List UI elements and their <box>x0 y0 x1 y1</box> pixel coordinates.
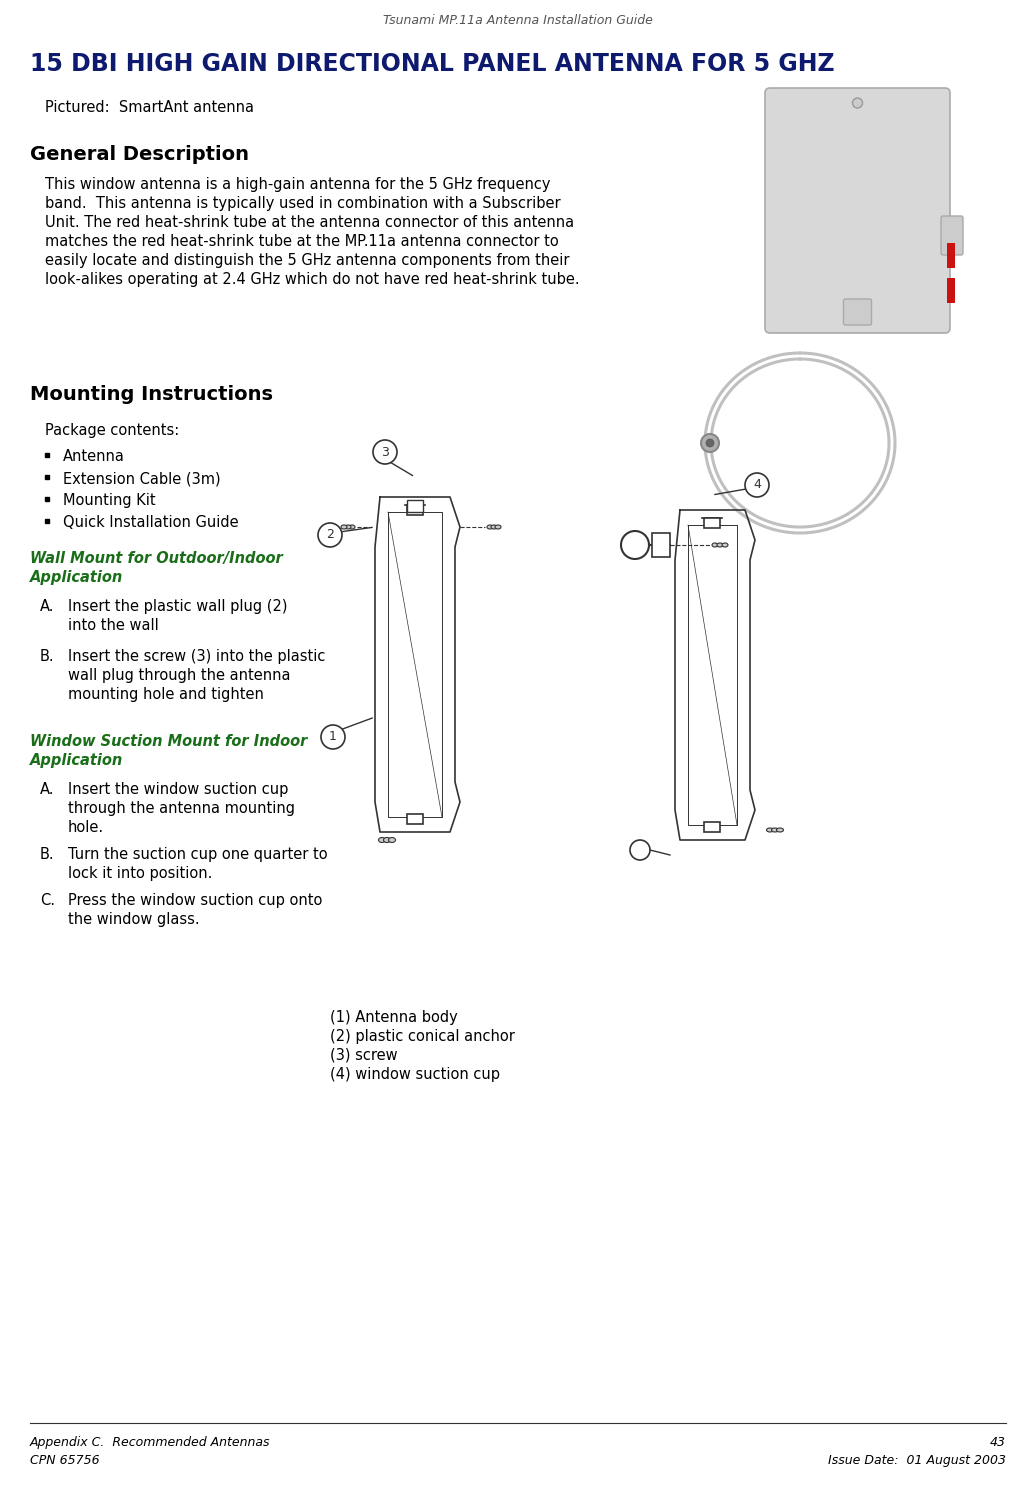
Text: look-alikes operating at 2.4 GHz which do not have red heat-shrink tube.: look-alikes operating at 2.4 GHz which d… <box>45 272 579 287</box>
Text: Insert the screw (3) into the plastic: Insert the screw (3) into the plastic <box>68 648 325 665</box>
Ellipse shape <box>383 837 391 843</box>
Text: Extension Cable (3m): Extension Cable (3m) <box>63 471 221 486</box>
Text: through the antenna mounting: through the antenna mounting <box>68 801 295 816</box>
Text: General Description: General Description <box>30 146 249 164</box>
Text: Mounting Kit: Mounting Kit <box>63 494 155 509</box>
Ellipse shape <box>772 828 778 833</box>
FancyBboxPatch shape <box>941 216 963 254</box>
Circle shape <box>318 523 342 547</box>
Text: C.: C. <box>40 894 55 909</box>
Text: lock it into position.: lock it into position. <box>68 865 212 880</box>
Text: CPN 65756: CPN 65756 <box>30 1454 99 1468</box>
Text: Press the window suction cup onto: Press the window suction cup onto <box>68 894 322 909</box>
Text: 3: 3 <box>381 446 388 458</box>
Text: 1: 1 <box>329 730 337 744</box>
Text: A.: A. <box>40 782 55 797</box>
Text: band.  This antenna is typically used in combination with a Subscriber: band. This antenna is typically used in … <box>45 196 560 211</box>
Ellipse shape <box>717 543 723 547</box>
Bar <box>947 278 955 303</box>
Text: the window glass.: the window glass. <box>68 912 200 926</box>
Bar <box>407 506 423 515</box>
Circle shape <box>373 440 397 464</box>
Text: into the wall: into the wall <box>68 619 159 633</box>
Ellipse shape <box>495 525 501 529</box>
Text: Issue Date:  01 August 2003: Issue Date: 01 August 2003 <box>828 1454 1006 1468</box>
Text: (4) window suction cup: (4) window suction cup <box>330 1068 500 1083</box>
FancyBboxPatch shape <box>843 299 871 326</box>
Text: Pictured:  SmartAnt antenna: Pictured: SmartAnt antenna <box>45 100 254 114</box>
Text: wall plug through the antenna: wall plug through the antenna <box>68 668 290 683</box>
Text: Insert the window suction cup: Insert the window suction cup <box>68 782 288 797</box>
Text: This window antenna is a high-gain antenna for the 5 GHz frequency: This window antenna is a high-gain anten… <box>45 177 550 192</box>
Text: Unit. The red heat-shrink tube at the antenna connector of this antenna: Unit. The red heat-shrink tube at the an… <box>45 216 574 230</box>
Ellipse shape <box>777 828 783 833</box>
Text: Application: Application <box>30 752 123 767</box>
Text: (2) plastic conical anchor: (2) plastic conical anchor <box>330 1029 515 1044</box>
Text: matches the red heat-shrink tube at the MP.11a antenna connector to: matches the red heat-shrink tube at the … <box>45 233 558 248</box>
Text: mounting hole and tighten: mounting hole and tighten <box>68 687 264 702</box>
Text: Window Suction Mount for Indoor: Window Suction Mount for Indoor <box>30 735 308 749</box>
Bar <box>704 822 720 833</box>
Bar <box>947 242 955 268</box>
Bar <box>652 532 670 558</box>
Circle shape <box>853 98 863 109</box>
Text: Turn the suction cup one quarter to: Turn the suction cup one quarter to <box>68 848 327 862</box>
Bar <box>704 517 720 528</box>
Text: Wall Mount for Outdoor/Indoor: Wall Mount for Outdoor/Indoor <box>30 552 283 567</box>
Text: Mounting Instructions: Mounting Instructions <box>30 385 274 404</box>
Ellipse shape <box>341 525 347 529</box>
Ellipse shape <box>487 525 493 529</box>
Circle shape <box>621 531 649 559</box>
Text: Insert the plastic wall plug (2): Insert the plastic wall plug (2) <box>68 599 288 614</box>
Text: Quick Installation Guide: Quick Installation Guide <box>63 515 238 529</box>
Ellipse shape <box>345 525 351 529</box>
Text: B.: B. <box>40 648 55 665</box>
Ellipse shape <box>388 837 396 843</box>
Ellipse shape <box>491 525 497 529</box>
Text: Application: Application <box>30 570 123 584</box>
Text: Appendix C.  Recommended Antennas: Appendix C. Recommended Antennas <box>30 1436 270 1448</box>
Text: easily locate and distinguish the 5 GHz antenna components from their: easily locate and distinguish the 5 GHz … <box>45 253 570 268</box>
Text: (3) screw: (3) screw <box>330 1048 398 1063</box>
FancyBboxPatch shape <box>765 88 950 333</box>
Bar <box>407 500 423 512</box>
Circle shape <box>321 726 345 749</box>
Ellipse shape <box>712 543 718 547</box>
Text: 2: 2 <box>326 528 334 541</box>
Ellipse shape <box>722 543 728 547</box>
Text: A.: A. <box>40 599 55 614</box>
Text: Antenna: Antenna <box>63 449 125 464</box>
Ellipse shape <box>349 525 355 529</box>
Text: 15 DBI HIGH GAIN DIRECTIONAL PANEL ANTENNA FOR 5 GHZ: 15 DBI HIGH GAIN DIRECTIONAL PANEL ANTEN… <box>30 52 835 76</box>
Text: hole.: hole. <box>68 819 105 836</box>
Text: (1) Antenna body: (1) Antenna body <box>330 1010 458 1025</box>
Circle shape <box>706 439 714 448</box>
Text: Package contents:: Package contents: <box>45 422 179 439</box>
Circle shape <box>701 434 719 452</box>
Text: 4: 4 <box>753 479 760 492</box>
Ellipse shape <box>378 837 385 843</box>
Ellipse shape <box>767 828 774 833</box>
Text: Tsunami MP.11a Antenna Installation Guide: Tsunami MP.11a Antenna Installation Guid… <box>383 13 653 27</box>
Text: B.: B. <box>40 848 55 862</box>
Circle shape <box>630 840 650 859</box>
Text: 43: 43 <box>990 1436 1006 1448</box>
Circle shape <box>745 473 769 497</box>
Bar <box>407 813 423 824</box>
